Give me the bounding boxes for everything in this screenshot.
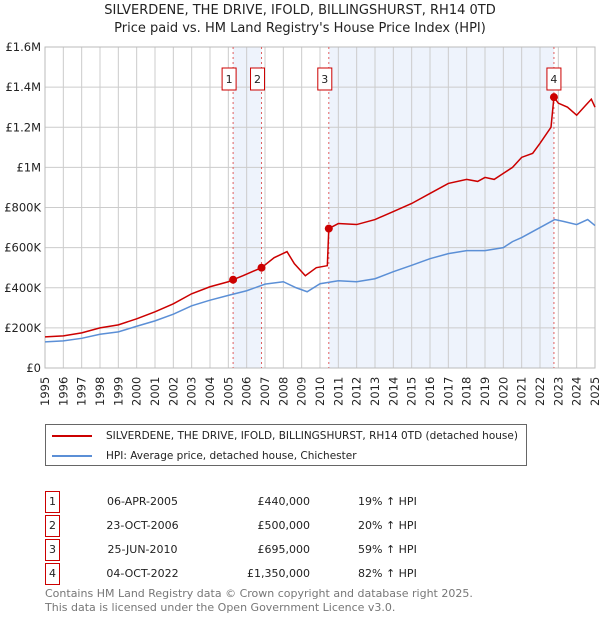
plot-area: 1995 1996 1997 1998 1999 2000 2001 2002 2003 2004… bbox=[4, 40, 600, 406]
sale-num: 2 bbox=[45, 515, 60, 537]
sale-label-box bbox=[221, 67, 237, 91]
x-tick-label: 2025 bbox=[588, 377, 600, 406]
plot-border bbox=[44, 46, 596, 369]
x-tick-label: 2003 bbox=[185, 377, 199, 406]
legend-item-property: SILVERDENE, THE DRIVE, IFOLD, BILLINGSHU… bbox=[52, 427, 518, 445]
sale-label-box bbox=[250, 67, 266, 91]
y-tick-label: £1.2M bbox=[5, 120, 41, 134]
series-line bbox=[44, 95, 596, 338]
y-tick-label: £1.4M bbox=[5, 80, 41, 94]
sale-point bbox=[324, 224, 333, 233]
x-tick-label: 1996 bbox=[56, 377, 70, 406]
x-tick-label: 2013 bbox=[368, 377, 382, 406]
sale-point bbox=[229, 275, 238, 284]
sale-date: 25-JUN-2010 bbox=[107, 543, 178, 556]
legend-label: SILVERDENE, THE DRIVE, IFOLD, BILLINGSHU… bbox=[106, 430, 518, 442]
sale-price: £500,000 bbox=[257, 519, 311, 532]
sale-label: 1 bbox=[226, 73, 233, 86]
y-tick-label: £1.6M bbox=[5, 40, 41, 54]
y-tick-label: £200K bbox=[4, 321, 41, 335]
chart-title: SILVERDENE, THE DRIVE, IFOLD, BILLINGSHU… bbox=[104, 3, 496, 18]
x-tick-label: 2000 bbox=[130, 377, 144, 406]
chart-subtitle: Price paid vs. HM Land Registry's House … bbox=[114, 21, 486, 36]
y-tick-label: £1M bbox=[16, 160, 41, 174]
sale-date: 23-OCT-2006 bbox=[106, 519, 179, 532]
sale-num: 1 bbox=[45, 491, 60, 513]
sale-date: 06-APR-2005 bbox=[106, 495, 179, 508]
x-tick-label: 1998 bbox=[93, 377, 107, 406]
x-tick-label: 2004 bbox=[203, 377, 217, 406]
sale-price: £440,000 bbox=[257, 495, 311, 508]
sale-point bbox=[549, 93, 558, 102]
sale-num: 4 bbox=[45, 563, 60, 585]
x-tick-label: 2016 bbox=[423, 377, 437, 406]
sale-row: 3 25-JUN-2010 £695,000 59% ↑ HPI bbox=[45, 539, 465, 561]
sale-price: £695,000 bbox=[257, 543, 311, 556]
x-tick-label: 2018 bbox=[460, 377, 474, 406]
sale-label: 4 bbox=[550, 73, 557, 86]
footer-line: This data is licensed under the Open Gov… bbox=[45, 601, 396, 614]
x-tick-label: 2006 bbox=[240, 377, 254, 406]
sale-label: 3 bbox=[321, 73, 328, 86]
x-tick-label: 2008 bbox=[276, 377, 290, 406]
x-tick-label: 2021 bbox=[515, 377, 529, 406]
legend-swatch bbox=[52, 435, 92, 437]
x-tick-label: 1995 bbox=[38, 377, 52, 406]
sale-row: 2 23-OCT-2006 £500,000 20% ↑ HPI bbox=[45, 515, 465, 537]
x-tick-label: 2010 bbox=[313, 377, 327, 406]
sale-hpi: 20% ↑ HPI bbox=[358, 519, 417, 532]
sale-hpi: 59% ↑ HPI bbox=[358, 543, 417, 556]
sale-hpi: 19% ↑ HPI bbox=[358, 495, 417, 508]
sale-row: 1 06-APR-2005 £440,000 19% ↑ HPI bbox=[45, 491, 465, 513]
sale-label: 2 bbox=[254, 73, 261, 86]
footer: Contains HM Land Registry data © Crown c… bbox=[45, 587, 473, 615]
sale-row: 4 04-OCT-2022 £1,350,000 82% ↑ HPI bbox=[45, 563, 465, 585]
x-tick-label: 1999 bbox=[111, 377, 125, 406]
legend: SILVERDENE, THE DRIVE, IFOLD, BILLINGSHU… bbox=[45, 424, 527, 466]
x-tick-label: 2001 bbox=[148, 377, 162, 406]
x-tick-label: 2005 bbox=[221, 377, 235, 406]
x-tick-label: 2017 bbox=[441, 377, 455, 406]
x-tick-label: 2020 bbox=[496, 377, 510, 406]
x-tick-label: 2002 bbox=[166, 377, 180, 406]
legend-label: HPI: Average price, detached house, Chic… bbox=[106, 450, 357, 462]
x-tick-label: 2014 bbox=[386, 377, 400, 406]
sale-label-box bbox=[546, 67, 562, 91]
x-tick-label: 2022 bbox=[533, 377, 547, 406]
x-tick-label: 2007 bbox=[258, 377, 272, 406]
sale-point bbox=[257, 263, 266, 272]
y-tick-label: £400K bbox=[4, 281, 41, 295]
sale-hpi: 82% ↑ HPI bbox=[358, 567, 417, 580]
y-tick-label: £800K bbox=[4, 201, 41, 215]
legend-swatch bbox=[52, 455, 92, 457]
x-tick-label: 2009 bbox=[295, 377, 309, 406]
footer-line: Contains HM Land Registry data © Crown c… bbox=[45, 587, 473, 600]
x-tick-label: 2024 bbox=[570, 377, 584, 406]
y-tick-label: £600K bbox=[4, 241, 41, 255]
sale-price: £1,350,000 bbox=[247, 567, 310, 580]
x-tick-label: 2023 bbox=[551, 377, 565, 406]
x-tick-label: 1997 bbox=[75, 377, 89, 406]
sale-label-box bbox=[317, 67, 333, 91]
x-tick-label: 2012 bbox=[350, 377, 364, 406]
x-tick-label: 2015 bbox=[405, 377, 419, 406]
x-tick-label: 2011 bbox=[331, 377, 345, 406]
y-tick-label: £0 bbox=[26, 361, 41, 375]
sale-date: 04-OCT-2022 bbox=[106, 567, 179, 580]
series-line bbox=[44, 218, 596, 343]
sale-num: 3 bbox=[45, 539, 60, 561]
legend-item-hpi: HPI: Average price, detached house, Chic… bbox=[52, 447, 518, 465]
x-tick-label: 2019 bbox=[478, 377, 492, 406]
